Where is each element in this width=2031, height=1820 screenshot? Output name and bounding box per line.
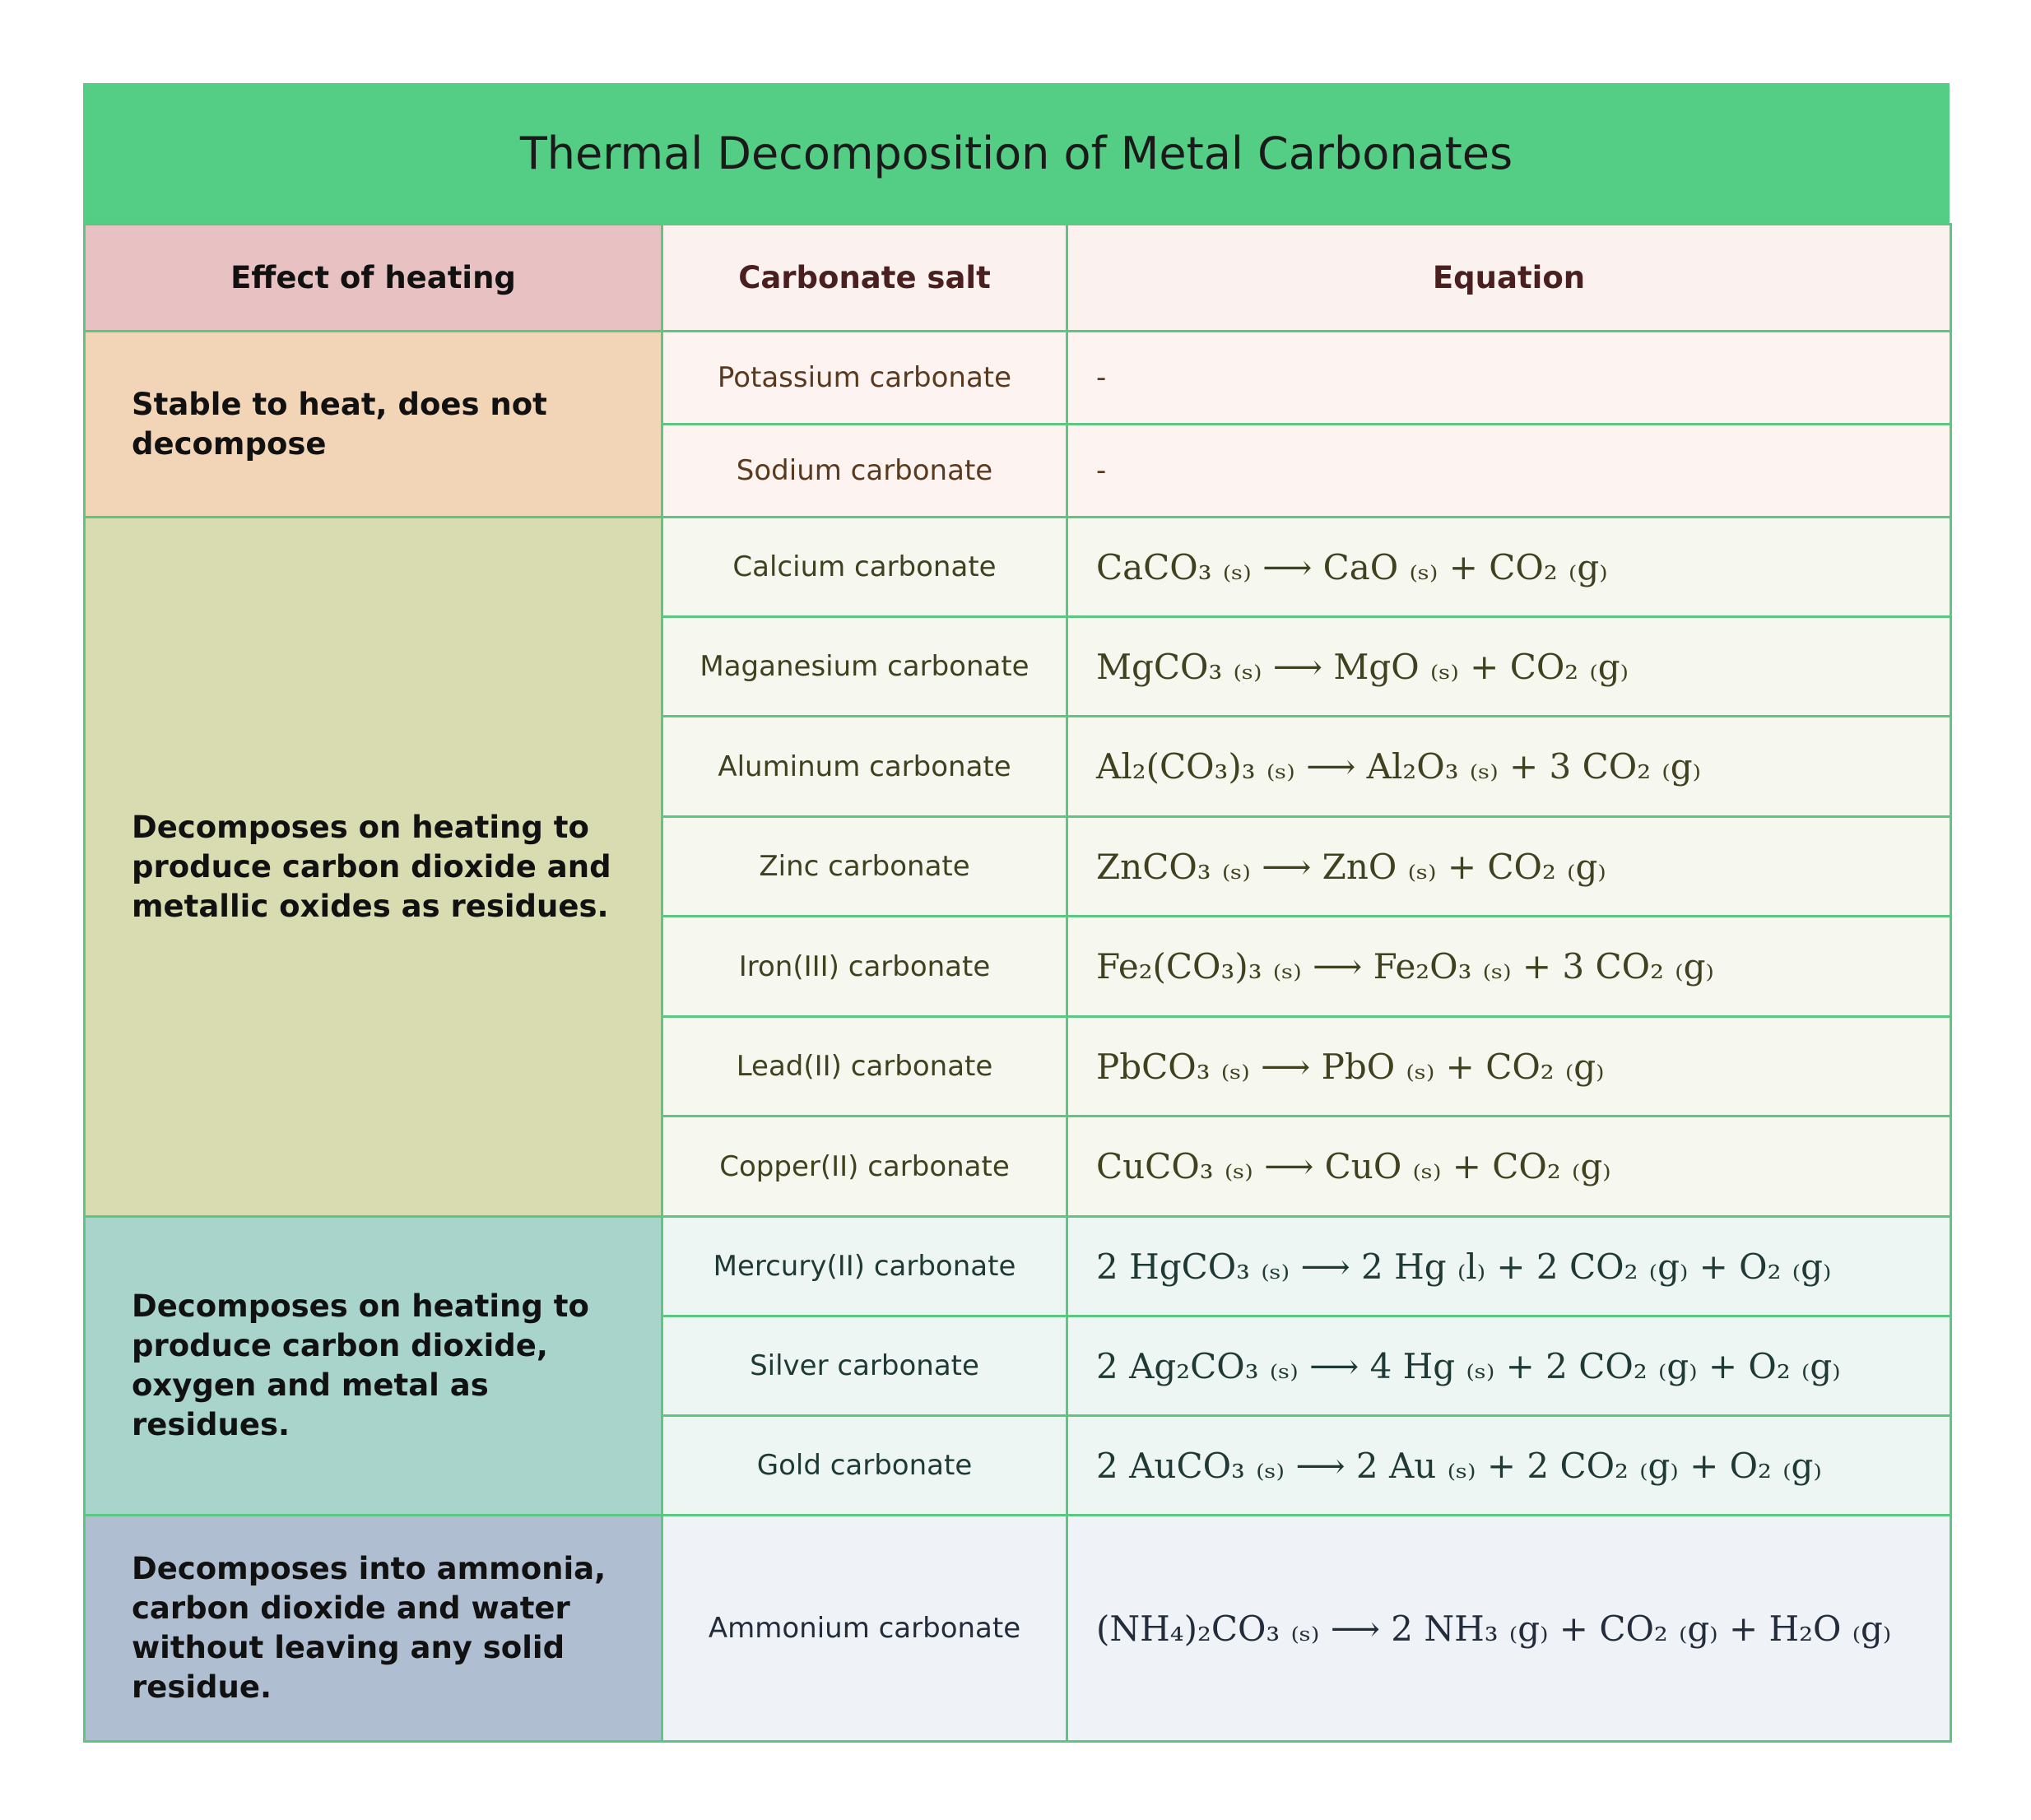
salt-cell: Calcium carbonate xyxy=(661,516,1068,618)
equation-cell: CaCO₃ ₍ₛ₎ ⟶ CaO ₍ₛ₎ + CO₂ ₍g₎ xyxy=(1066,516,1952,618)
salt-cell: Mercury(II) carbonate xyxy=(661,1215,1068,1317)
table-row: Lead(II) carbonate PbCO₃ ₍ₛ₎ ⟶ PbO ₍ₛ₎ +… xyxy=(85,1015,1952,1117)
table-row: Iron(III) carbonate Fe₂(CO₃)₃ ₍ₛ₎ ⟶ Fe₂O… xyxy=(85,915,1952,1018)
salt-cell: Copper(II) carbonate xyxy=(661,1115,1068,1218)
table-row: Aluminum carbonate Al₂(CO₃)₃ ₍ₛ₎ ⟶ Al₂O₃… xyxy=(85,715,1952,818)
equation-cell: Fe₂(CO₃)₃ ₍ₛ₎ ⟶ Fe₂O₃ ₍ₛ₎ + 3 CO₂ ₍g₎ xyxy=(1066,915,1952,1018)
header-effect: Effect of heating xyxy=(83,223,663,332)
table-row: Silver carbonate 2 Ag₂CO₃ ₍ₛ₎ ⟶ 4 Hg ₍ₛ₎… xyxy=(85,1315,1952,1417)
salt-cell: Maganesium carbonate xyxy=(661,615,1068,717)
table-row: Zinc carbonate ZnCO₃ ₍ₛ₎ ⟶ ZnO ₍ₛ₎ + CO₂… xyxy=(85,815,1952,917)
table-row: Maganesium carbonate MgCO₃ ₍ₛ₎ ⟶ MgO ₍ₛ₎… xyxy=(85,615,1952,717)
effect-cell: Decomposes into ammonia, carbon dioxide … xyxy=(83,1514,663,1743)
salt-cell: Sodium carbonate xyxy=(661,423,1068,518)
equation-cell: Al₂(CO₃)₃ ₍ₛ₎ ⟶ Al₂O₃ ₍ₛ₎ + 3 CO₂ ₍g₎ xyxy=(1066,715,1952,818)
equation-cell: MgCO₃ ₍ₛ₎ ⟶ MgO ₍ₛ₎ + CO₂ ₍g₎ xyxy=(1066,615,1952,717)
equation-cell: ZnCO₃ ₍ₛ₎ ⟶ ZnO ₍ₛ₎ + CO₂ ₍g₎ xyxy=(1066,815,1952,917)
salt-cell: Silver carbonate xyxy=(661,1315,1068,1417)
salt-cell: Gold carbonate xyxy=(661,1414,1068,1516)
equation-cell: 2 AuCO₃ ₍ₛ₎ ⟶ 2 Au ₍ₛ₎ + 2 CO₂ ₍g₎ + O₂ … xyxy=(1066,1414,1952,1516)
header-row: Effect of heating Carbonate salt Equatio… xyxy=(83,223,1952,332)
effect-cell: Stable to heat, does not decompose xyxy=(83,330,663,518)
table-row: Decomposes on heating to produce carbon … xyxy=(83,1215,1952,1516)
salt-cell: Lead(II) carbonate xyxy=(661,1015,1068,1117)
equation-cell: (NH₄)₂CO₃ ₍ₛ₎ ⟶ 2 NH₃ ₍g₎ + CO₂ ₍g₎ + H₂… xyxy=(1066,1514,1952,1743)
equation-cell: 2 HgCO₃ ₍ₛ₎ ⟶ 2 Hg ₍l₎ + 2 CO₂ ₍g₎ + O₂ … xyxy=(1066,1215,1952,1317)
group-oxide-residue: Decomposes on heating to produce carbon … xyxy=(83,516,1952,1218)
group-metal-residue: Decomposes on heating to produce carbon … xyxy=(83,1215,1952,1516)
salt-cell: Potassium carbonate xyxy=(661,330,1068,425)
table-row: Decomposes into ammonia, carbon dioxide … xyxy=(83,1514,1952,1743)
salt-cell: Ammonium carbonate xyxy=(661,1514,1068,1743)
header-equation: Equation xyxy=(1066,223,1952,332)
group-no-residue: Decomposes into ammonia, carbon dioxide … xyxy=(83,1514,1952,1743)
table-row: Sodium carbonate - xyxy=(85,423,1952,518)
carbonate-table: Effect of heating Carbonate salt Equatio… xyxy=(83,223,1952,1743)
effect-cell: Decomposes on heating to produce carbon … xyxy=(83,1215,663,1516)
table-row: Copper(II) carbonate CuCO₃ ₍ₛ₎ ⟶ CuO ₍ₛ₎… xyxy=(85,1115,1952,1218)
equation-cell: CuCO₃ ₍ₛ₎ ⟶ CuO ₍ₛ₎ + CO₂ ₍g₎ xyxy=(1066,1115,1952,1218)
header-salt: Carbonate salt xyxy=(661,223,1068,332)
group-stable: Stable to heat, does not decompose Potas… xyxy=(83,330,1952,518)
equation-cell: PbCO₃ ₍ₛ₎ ⟶ PbO ₍ₛ₎ + CO₂ ₍g₎ xyxy=(1066,1015,1952,1117)
table-row: Stable to heat, does not decompose Potas… xyxy=(83,330,1952,518)
table-row: Gold carbonate 2 AuCO₃ ₍ₛ₎ ⟶ 2 Au ₍ₛ₎ + … xyxy=(85,1414,1952,1516)
equation-cell: 2 Ag₂CO₃ ₍ₛ₎ ⟶ 4 Hg ₍ₛ₎ + 2 CO₂ ₍g₎ + O₂… xyxy=(1066,1315,1952,1417)
table-row: Decomposes on heating to produce carbon … xyxy=(83,516,1952,1218)
salt-cell: Zinc carbonate xyxy=(661,815,1068,917)
effect-cell: Decomposes on heating to produce carbon … xyxy=(83,516,663,1218)
salt-cell: Iron(III) carbonate xyxy=(661,915,1068,1018)
equation-cell: - xyxy=(1066,330,1952,425)
equation-cell: - xyxy=(1066,423,1952,518)
salt-cell: Aluminum carbonate xyxy=(661,715,1068,818)
table-title: Thermal Decomposition of Metal Carbonate… xyxy=(83,83,1950,223)
carbonate-table-card: Thermal Decomposition of Metal Carbonate… xyxy=(83,83,1952,1743)
